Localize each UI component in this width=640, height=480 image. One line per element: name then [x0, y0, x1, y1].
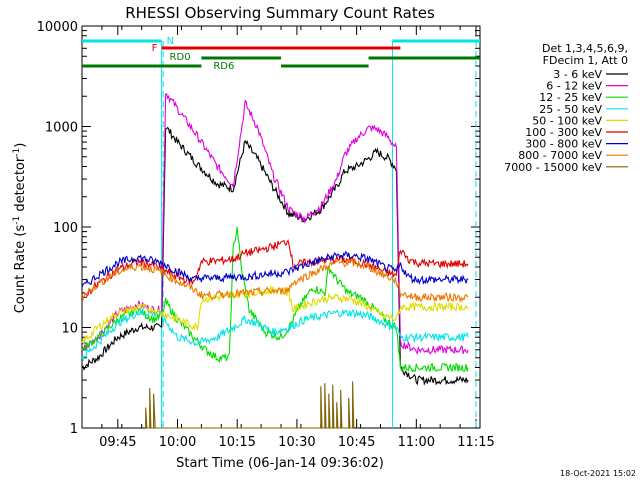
y-tick-label: 100 [53, 221, 78, 236]
rd-label: RD0 [170, 52, 191, 63]
y-axis-label: Count Rate (s-1 detector-1) [12, 143, 28, 314]
y-tick-label: 10000 [37, 20, 78, 35]
legend-entry-label: 6 - 12 keV [546, 80, 602, 93]
legend-entry-label: 7000 - 15000 keV [504, 161, 602, 174]
flare-label: F [152, 43, 158, 54]
y-tick-label: 1 [70, 422, 78, 437]
series-line [81, 250, 469, 288]
x-tick-label: 10:45 [338, 435, 375, 450]
x-tick-label: 11:15 [457, 435, 494, 450]
legend: Det 1,3,4,5,6,9, FDecim 1, Att 0 3 - 6 k… [504, 42, 628, 174]
series-line [81, 284, 469, 345]
orbit-flags: NF RD0 RD6 [82, 36, 480, 428]
night-label: N [167, 36, 174, 47]
legend-entry-label: 300 - 800 keV [525, 138, 602, 151]
y-axis-label-sup2: -1 [12, 148, 22, 157]
legend-header-line-1: Det 1,3,4,5,6,9, [542, 42, 628, 55]
y-axis-label-main: Count Rate (s [13, 225, 28, 314]
plot-area [81, 25, 481, 429]
legend-entry-label: 800 - 7000 keV [518, 149, 602, 162]
x-tick-label: 11:00 [398, 435, 435, 450]
y-axis-label-mid: detector [13, 156, 28, 216]
legend-entry-label: 12 - 25 keV [539, 91, 602, 104]
series-line [81, 126, 469, 386]
y-axis-label-end: ) [13, 143, 28, 148]
x-tick-label: 10:15 [218, 435, 255, 450]
y-tick-label: 10 [61, 322, 78, 337]
series-line [81, 238, 469, 298]
generation-timestamp: 18-Oct-2021 15:02 [560, 469, 636, 478]
chart-title: RHESSI Observing Summary Count Rates [125, 4, 435, 22]
x-tick-label: 10:00 [159, 435, 196, 450]
series-line [81, 258, 469, 304]
rd-label: RD6 [213, 61, 234, 72]
legend-entry-label: 3 - 6 keV [553, 68, 602, 81]
plot-border [81, 25, 481, 429]
legend-entry-label: 100 - 300 keV [525, 126, 602, 139]
series-lines [81, 92, 469, 429]
series-line [145, 381, 355, 429]
x-tick-label: 09:45 [99, 435, 136, 450]
series-line [81, 309, 469, 362]
x-axis-label: Start Time (06-Jan-14 09:36:02) [176, 456, 384, 471]
legend-header-line-2: FDecim 1, Att 0 [543, 54, 628, 67]
x-tick-label: 10:30 [278, 435, 315, 450]
legend-entry-label: 25 - 50 keV [539, 103, 602, 116]
y-tick-label: 1000 [45, 121, 78, 136]
y-axis-label-sup: -1 [12, 216, 22, 225]
y-axis: 1 10 100 1000 10000 [37, 20, 480, 437]
legend-entry-label: 50 - 100 keV [532, 114, 602, 127]
x-axis: 09:45 10:00 10:15 10:30 10:45 11:00 11:15 [81, 26, 495, 450]
